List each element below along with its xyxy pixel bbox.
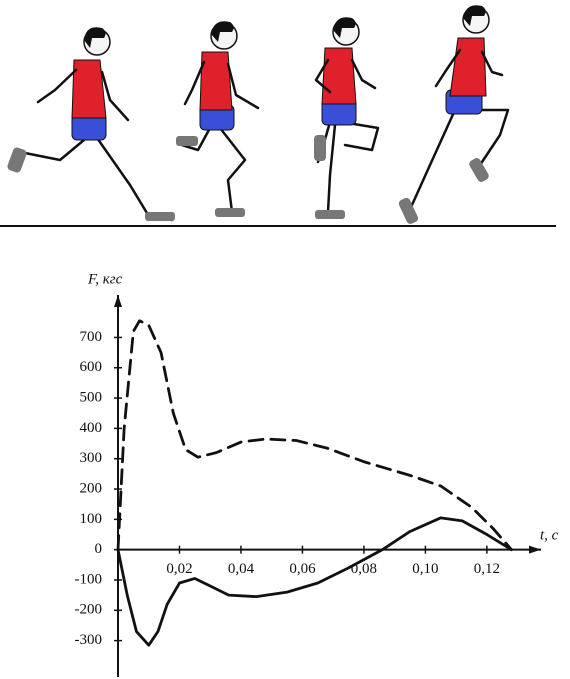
y-tick-label: 700 (80, 329, 103, 345)
y-tick-label: 300 (80, 450, 103, 466)
runner (397, 5, 508, 225)
x-axis-label: t, с (540, 527, 559, 543)
runners-illustration (0, 5, 556, 226)
y-tick-label: 100 (80, 511, 103, 527)
x-tick-label: 0,10 (412, 561, 438, 577)
y-tick-label: 400 (80, 420, 103, 436)
x-axis-arrow (529, 546, 541, 554)
y-tick-label: -300 (75, 632, 103, 648)
runner (314, 17, 378, 219)
y-tick-label: -200 (75, 602, 103, 618)
runner (6, 27, 175, 221)
x-tick-label: 0,02 (166, 561, 192, 577)
y-tick-label: 500 (80, 390, 103, 406)
series-line (118, 321, 511, 550)
x-tick-label: 0,12 (474, 561, 500, 577)
runner (176, 21, 258, 217)
y-axis-arrow (114, 295, 122, 307)
series-line (118, 518, 511, 645)
chart: F, кгс t, с -300 -200 -100 0 100 200 300 400 500… (75, 271, 559, 677)
y-tick-label: 0 (95, 541, 103, 557)
y-tick-label: -100 (75, 571, 103, 587)
page: F, кгс t, с -300 -200 -100 0 100 200 300 400 500… (0, 0, 570, 679)
x-tick-label: 0,06 (289, 561, 316, 577)
y-axis-label: F, кгс (87, 271, 123, 287)
y-tick-label: 600 (80, 359, 103, 375)
x-tick-label: 0,04 (228, 561, 255, 577)
y-tick-label: 200 (80, 480, 103, 496)
